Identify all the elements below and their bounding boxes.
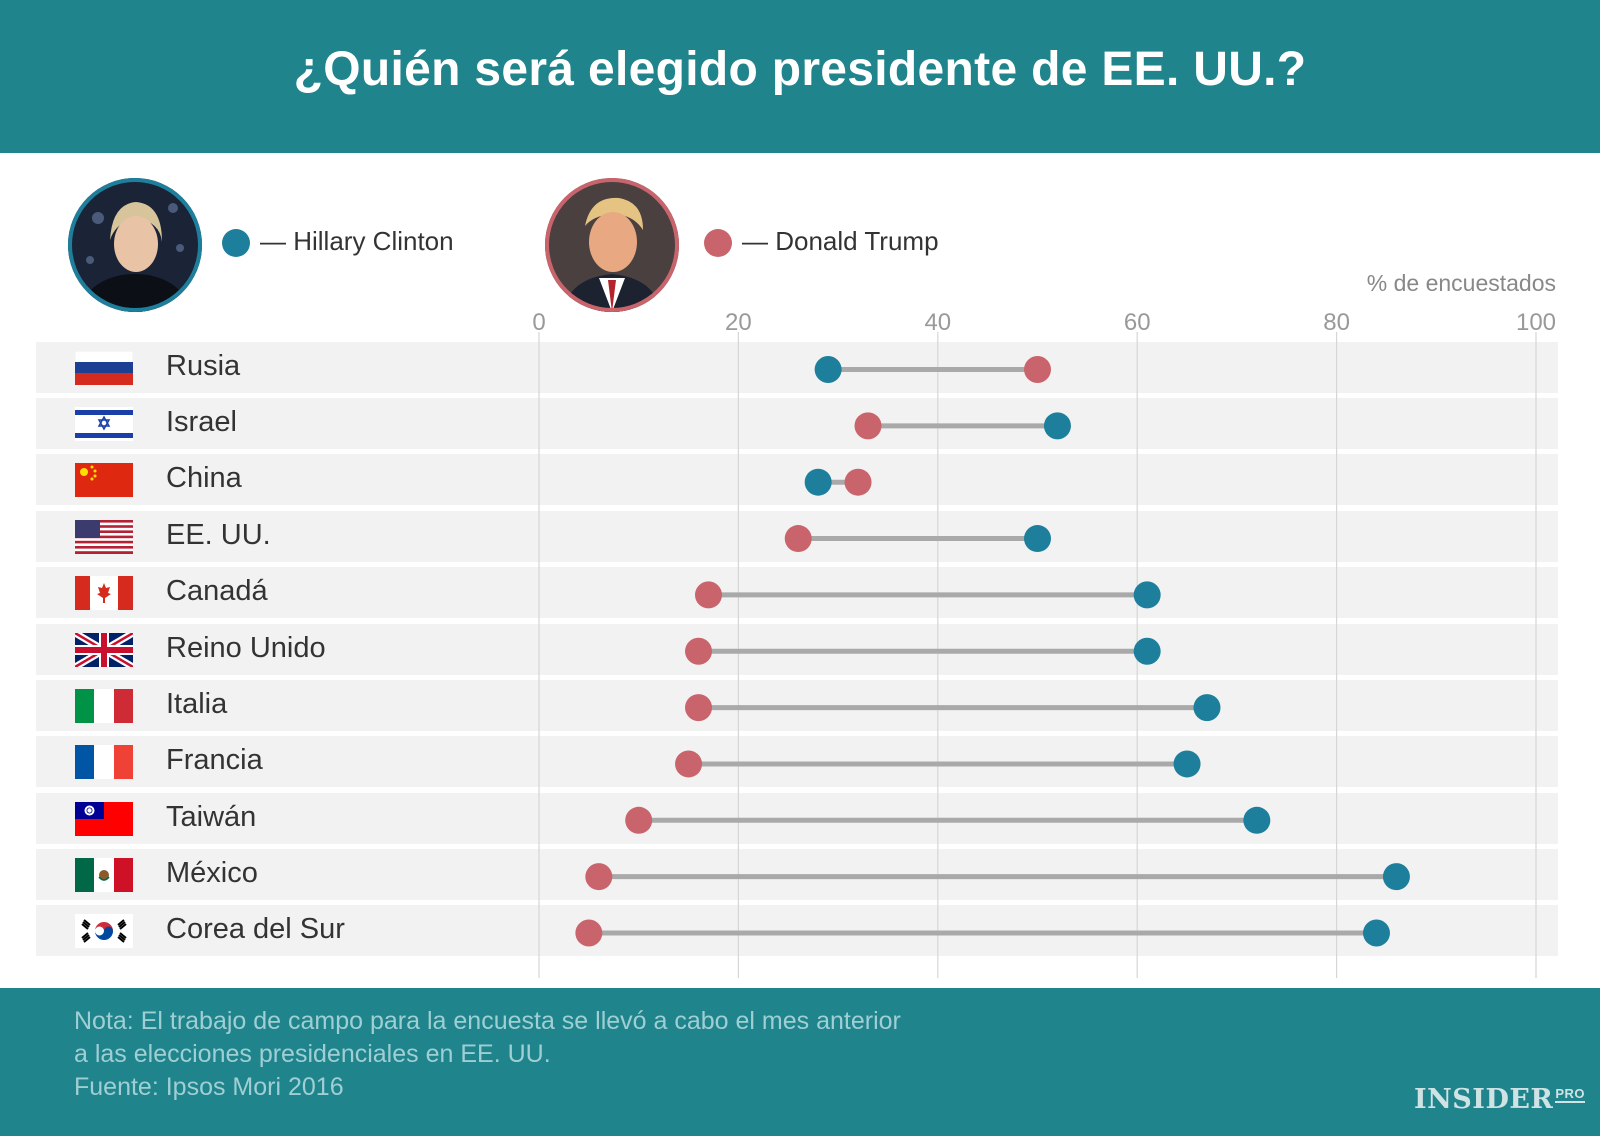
x-tick-label: 0: [532, 309, 545, 336]
x-tick-label: 40: [924, 309, 951, 336]
china-flag-icon: [75, 463, 133, 497]
x-axis-title: % de encuestados: [1366, 270, 1556, 296]
clinton-point: [814, 356, 842, 383]
row-background: [36, 398, 1558, 449]
country-label-rusia: Rusia: [166, 350, 241, 382]
clinton-point: [1133, 581, 1161, 609]
country-label-eeuu: EE. UU.: [166, 519, 271, 551]
trump-point: [675, 750, 703, 778]
mexico-flag-icon: [75, 858, 133, 892]
clinton-legend-dot: [222, 229, 250, 257]
page-title: ¿Quién será elegido presidente de EE. UU…: [293, 43, 1307, 96]
clinton-point: [1133, 637, 1161, 665]
country-label-mexico: México: [166, 857, 258, 889]
clinton-portrait: [68, 178, 202, 312]
trump-point: [1024, 356, 1051, 383]
country-label-corea-del-sur: Corea del Sur: [166, 913, 345, 945]
country-label-canada: Canadá: [166, 575, 268, 607]
trump-point: [685, 637, 713, 665]
x-tick-label: 80: [1323, 309, 1350, 336]
trump-legend-label: — Donald Trump: [742, 226, 939, 256]
trump-point: [575, 919, 603, 947]
trump-point: [625, 806, 653, 834]
insider-pro-logo: INSIDER PRO: [1414, 1084, 1586, 1115]
country-label-china: China: [166, 462, 242, 494]
taiwan-flag-icon: [75, 802, 133, 836]
country-label-israel: Israel: [166, 406, 237, 438]
country-label-reino-unido: Reino Unido: [166, 632, 326, 664]
header-banner: ¿Quién será elegido presidente de EE. UU…: [0, 0, 1600, 153]
clinton-legend-label: — Hillary Clinton: [260, 226, 454, 256]
trump-legend-dot: [704, 229, 732, 257]
israel-flag-icon: [75, 407, 133, 441]
clinton-point: [1382, 863, 1410, 891]
usa-flag-icon: [75, 520, 133, 554]
note-line-1: Nota: El trabajo de campo para la encues…: [74, 1007, 901, 1035]
clinton-point: [1193, 694, 1221, 722]
trump-point: [685, 694, 713, 722]
clinton-point: [1243, 806, 1271, 834]
country-label-francia: Francia: [166, 744, 263, 776]
source-line: Fuente: Ipsos Mori 2016: [74, 1073, 344, 1101]
x-tick-label: 100: [1516, 309, 1556, 336]
footer-banner: Nota: El trabajo de campo para la encues…: [0, 988, 1600, 1136]
trump-point: [854, 412, 882, 440]
country-label-italia: Italia: [166, 688, 228, 720]
note-line-2: a las elecciones presidenciales en EE. U…: [74, 1040, 551, 1068]
south-korea-flag-icon: [75, 914, 133, 948]
trump-point: [585, 863, 613, 891]
clinton-point: [1024, 525, 1051, 553]
canada-flag-icon: [75, 576, 133, 610]
clinton-point: [804, 468, 832, 496]
clinton-point: [1362, 919, 1390, 947]
trump-point: [784, 525, 812, 553]
italy-flag-icon: [75, 689, 133, 723]
country-label-taiwan: Taiwán: [166, 801, 257, 833]
trump-portrait: [545, 178, 679, 312]
row-background: [36, 342, 1558, 393]
trump-point: [694, 581, 722, 609]
clinton-point: [1043, 412, 1071, 440]
trump-point: [844, 468, 872, 496]
x-tick-label: 60: [1124, 309, 1151, 336]
france-flag-icon: [75, 745, 133, 779]
clinton-point: [1173, 750, 1201, 778]
uk-flag-icon: [75, 633, 133, 667]
x-tick-label: 20: [725, 309, 752, 336]
row-background: [36, 454, 1558, 505]
russia-flag-icon: [75, 351, 133, 385]
